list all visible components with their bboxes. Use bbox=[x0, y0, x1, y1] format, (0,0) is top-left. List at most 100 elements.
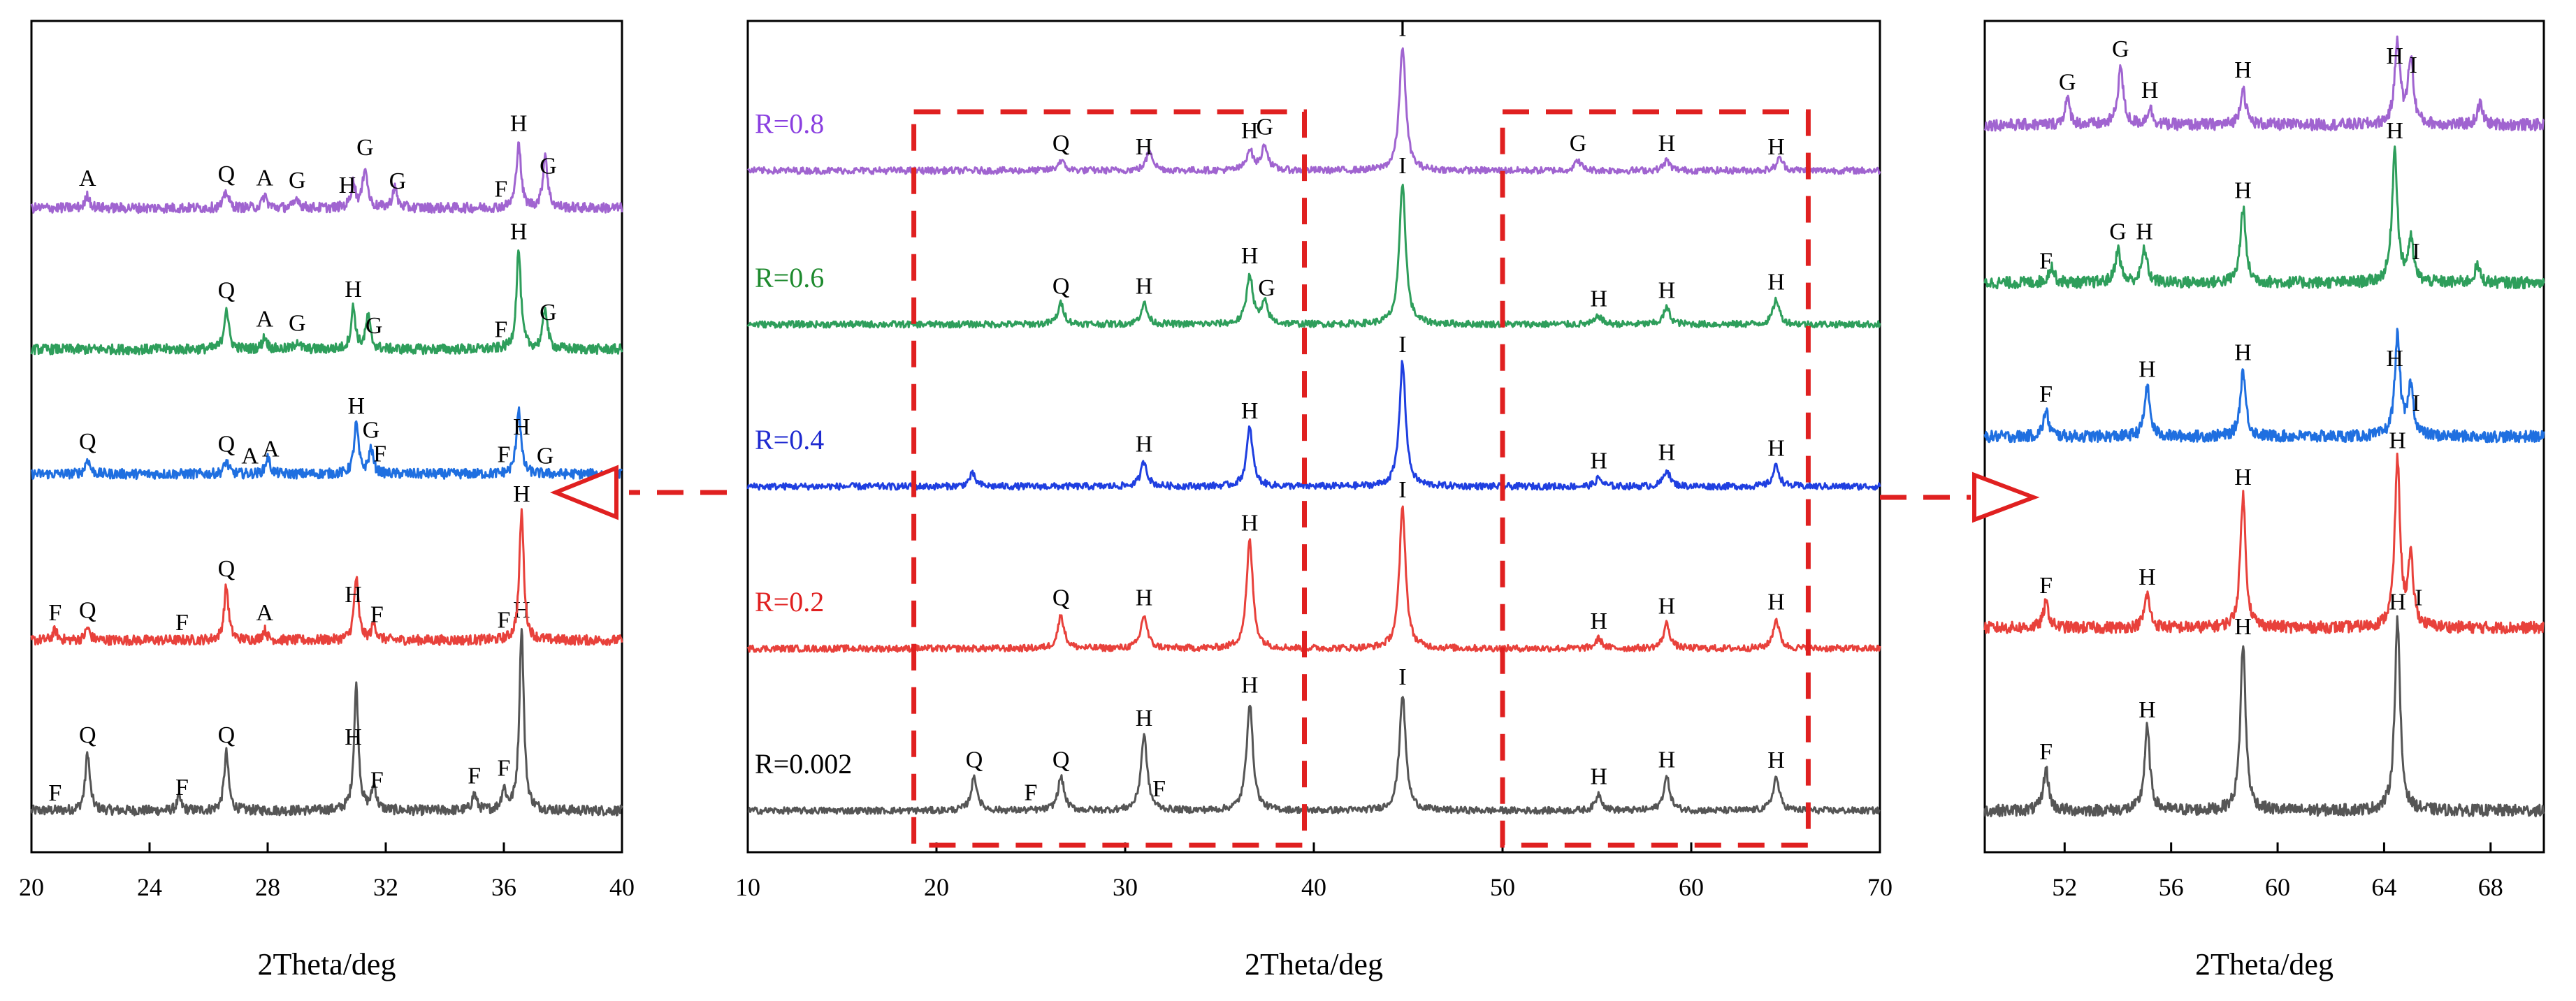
right-peak-label: H bbox=[2234, 465, 2252, 490]
middle-peak-label: H bbox=[1658, 594, 1676, 620]
middle-peak-label: H bbox=[1590, 286, 1607, 312]
left-peak-label: Q bbox=[79, 722, 96, 748]
middle-peak-label: I bbox=[1398, 332, 1406, 358]
right-x-tick-label: 60 bbox=[2265, 873, 2290, 901]
middle-peak-label: Q bbox=[1052, 585, 1070, 611]
middle-peak-label: H bbox=[1767, 747, 1785, 773]
right-peak-label: H bbox=[2139, 564, 2156, 590]
middle-series-R-0-4 bbox=[746, 360, 1881, 491]
left-peak-label: Q bbox=[218, 277, 236, 303]
left-peak-label: F bbox=[370, 767, 384, 793]
r-label: R=0.4 bbox=[755, 424, 824, 455]
left-peak-label: Q bbox=[218, 432, 236, 458]
left-series-R-0-6 bbox=[30, 249, 623, 356]
right-x-tick-label: 68 bbox=[2478, 873, 2503, 901]
zoom-box-left bbox=[911, 109, 1307, 848]
middle-series-R-0-002 bbox=[747, 696, 1881, 815]
middle-x-tick-label: 30 bbox=[1113, 873, 1138, 901]
middle-peak-label: H bbox=[1136, 706, 1153, 731]
middle-peak-label: H bbox=[1767, 436, 1785, 462]
left-peak-label: F bbox=[468, 763, 481, 789]
right-peak-label: H bbox=[2389, 428, 2406, 453]
left-peak-label: H bbox=[510, 219, 528, 245]
r-label: R=0.8 bbox=[755, 108, 824, 140]
middle-peak-label: I bbox=[1398, 664, 1406, 690]
left-peak-label: H bbox=[347, 393, 365, 419]
right-peak-label: F bbox=[2039, 573, 2053, 599]
right-series-R-0-4 bbox=[1983, 328, 2545, 444]
middle-peak-label: Q bbox=[966, 747, 983, 773]
right-peak-label: F bbox=[2039, 248, 2053, 274]
middle-series-R-0-6 bbox=[746, 184, 1881, 329]
right-x-tick-label: 56 bbox=[2159, 873, 2184, 901]
left-peak-label: G bbox=[537, 444, 554, 469]
left-peak-label: G bbox=[363, 418, 380, 444]
middle-peak-label: H bbox=[1136, 585, 1153, 611]
middle-x-tick-label: 60 bbox=[1679, 873, 1704, 901]
middle-x-axis-title: 2Theta/deg bbox=[1245, 947, 1383, 981]
middle-peak-label: G bbox=[1258, 275, 1275, 301]
right-series-R-0-002 bbox=[1983, 615, 2545, 817]
middle-peak-label: H bbox=[1767, 590, 1785, 615]
left-plot-frame bbox=[30, 20, 623, 854]
zoom-indicators bbox=[549, 109, 2040, 848]
right-peak-label: G bbox=[2112, 36, 2129, 62]
left-peak-label: G bbox=[356, 135, 374, 161]
left-peak-label: H bbox=[345, 277, 362, 302]
right-peak-label: F bbox=[2039, 739, 2053, 765]
left-peak-label: A bbox=[79, 166, 96, 191]
left-peak-label: H bbox=[510, 111, 528, 137]
left-peak-label: Q bbox=[218, 556, 236, 582]
left-peak-label: F bbox=[494, 176, 507, 202]
right-series-R-0-2 bbox=[1983, 453, 2545, 634]
right-peak-label: H bbox=[2389, 590, 2406, 615]
middle-peak-label: H bbox=[1658, 131, 1676, 156]
left-peak-label: F bbox=[373, 441, 386, 467]
right-peak-label: H bbox=[2234, 614, 2252, 640]
r-label: R=0.2 bbox=[755, 586, 824, 618]
middle-peak-label: Q bbox=[1052, 273, 1070, 299]
middle-peak-label: H bbox=[1241, 243, 1259, 269]
r-label: R=0.002 bbox=[755, 748, 852, 780]
left-peak-label: G bbox=[366, 313, 383, 339]
left-peak-label: F bbox=[48, 780, 61, 806]
right-peak-label: H bbox=[2139, 356, 2156, 382]
left-x-axis-title: 2Theta/deg bbox=[258, 947, 396, 981]
right-x-tick-label: 64 bbox=[2371, 873, 2396, 901]
right-peak-label: I bbox=[2412, 239, 2419, 265]
left-peak-label: F bbox=[175, 610, 189, 636]
left-series-R-0-002 bbox=[30, 628, 623, 817]
right-peak-label: H bbox=[2234, 340, 2252, 366]
middle-peak-label: H bbox=[1241, 673, 1259, 699]
middle-peak-label: F bbox=[1025, 780, 1038, 805]
left-x-tick-label: 20 bbox=[19, 873, 44, 901]
middle-x-tick-label: 40 bbox=[1301, 873, 1326, 901]
middle-peak-label: H bbox=[1136, 273, 1153, 299]
left-peak-label: G bbox=[540, 153, 557, 179]
left-peak-label: H bbox=[513, 481, 530, 507]
left-peak-label: G bbox=[289, 168, 306, 193]
right-series-R-0-8 bbox=[1983, 35, 2545, 132]
right-x-axis-title: 2Theta/deg bbox=[2195, 947, 2333, 981]
middle-peak-label: H bbox=[1767, 270, 1785, 295]
middle-peak-label: G bbox=[1257, 115, 1274, 140]
left-series-R-0-8 bbox=[30, 141, 623, 214]
middle-peak-label: I bbox=[1398, 16, 1406, 42]
left-peak-label: A bbox=[256, 166, 273, 191]
middle-series-R-0-8 bbox=[747, 47, 1881, 175]
left-peak-label: F bbox=[498, 442, 511, 468]
right-x-tick-label: 52 bbox=[2052, 873, 2077, 901]
right-peak-label: H bbox=[2386, 43, 2403, 69]
middle-x-tick-label: 10 bbox=[735, 873, 760, 901]
arrow-left-head bbox=[549, 465, 618, 520]
left-peak-label: Q bbox=[79, 429, 96, 455]
right-peak-label: I bbox=[2415, 585, 2422, 611]
right-peak-label: H bbox=[2386, 118, 2403, 144]
left-peak-label: Q bbox=[218, 161, 236, 187]
middle-peak-label: H bbox=[1241, 511, 1259, 536]
left-peak-label: F bbox=[498, 756, 511, 782]
